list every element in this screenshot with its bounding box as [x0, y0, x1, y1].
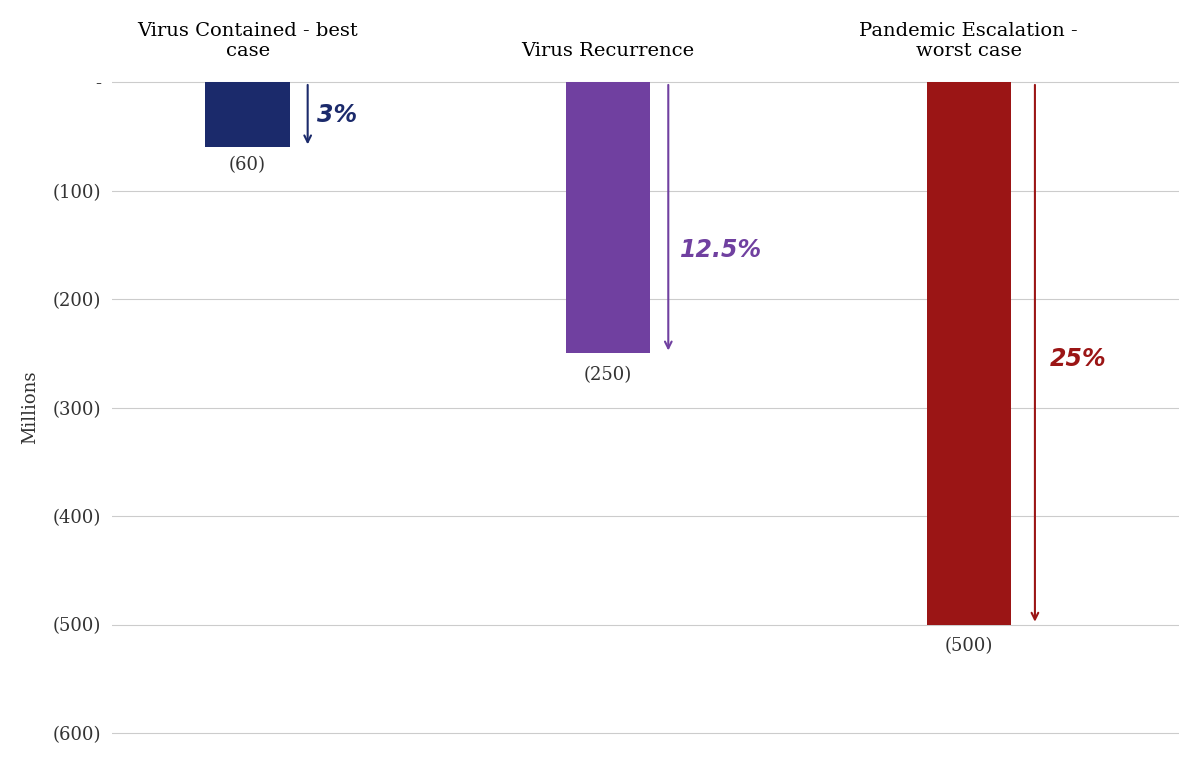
Text: 3%: 3%	[317, 102, 356, 127]
Text: Pandemic Escalation -
worst case: Pandemic Escalation - worst case	[859, 22, 1078, 60]
Text: 25%: 25%	[1050, 347, 1106, 371]
Text: Virus Recurrence: Virus Recurrence	[522, 42, 695, 60]
Text: Virus Contained - best
case: Virus Contained - best case	[137, 22, 358, 60]
Bar	[926, 82, 1010, 625]
Bar	[205, 82, 289, 148]
Text: 12.5%: 12.5%	[680, 238, 762, 262]
Bar	[566, 82, 650, 353]
Text: (500): (500)	[944, 637, 992, 655]
Text: (250): (250)	[584, 366, 632, 384]
Text: (60): (60)	[229, 156, 266, 174]
Y-axis label: Millions: Millions	[20, 371, 38, 444]
